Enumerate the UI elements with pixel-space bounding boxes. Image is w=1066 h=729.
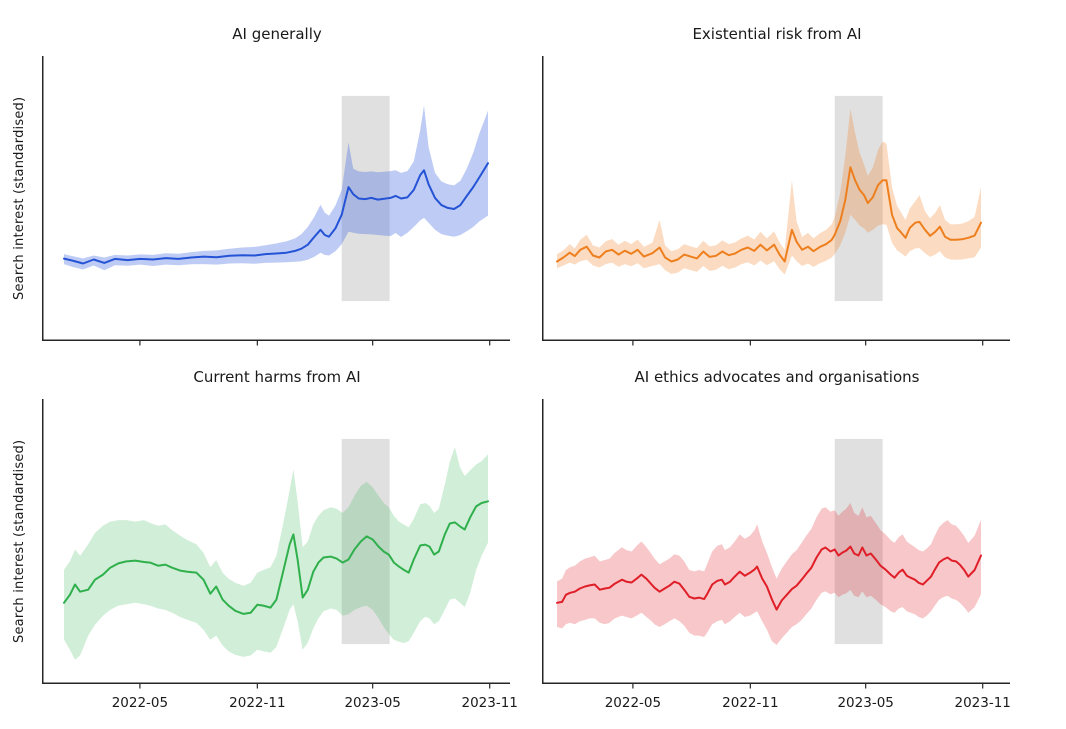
x-tick-label: 2023-05 [344, 695, 400, 711]
plot-canvas-ai-ethics-advocates: 2022-05 2022-11 2023-05 2023-11 [542, 399, 1011, 711]
plot-canvas-existential-risk [542, 56, 1010, 346]
x-tick-label: 2022-05 [112, 695, 168, 711]
x-tick-label: 2022-11 [722, 695, 778, 711]
chart-title: Existential risk from AI [692, 25, 862, 43]
highlight-band [834, 95, 883, 302]
highlight-band [341, 438, 390, 645]
trend-line [556, 166, 982, 263]
x-tick-label: 2023-11 [954, 695, 1010, 711]
x-tick-label: 2023-11 [461, 695, 517, 711]
chart-ai-ethics-advocates: AI ethics advocates and organisations 20… [542, 368, 1012, 729]
y-axis-label-top: Search interest (standardised) [12, 96, 27, 301]
chart-title: AI generally [232, 25, 322, 43]
x-tick-label: 2022-05 [605, 695, 661, 711]
x-tick-label: 2023-05 [837, 695, 893, 711]
trend-line [63, 500, 489, 615]
chart-title: Current harms from AI [193, 368, 361, 386]
confidence-band [64, 447, 488, 660]
confidence-band [64, 105, 488, 271]
chart-title: AI ethics advocates and organisations [634, 368, 920, 386]
highlight-band [834, 438, 883, 645]
x-tick-label: 2022-11 [229, 695, 285, 711]
plot-canvas-current-harms: 2022-05 2022-11 2023-05 2023-11 [42, 399, 518, 711]
plot-canvas-ai-generally [42, 56, 510, 346]
trend-line [63, 162, 489, 265]
chart-ai-generally: AI generally [42, 25, 512, 386]
trend-line [556, 545, 982, 611]
chart-existential-risk: Existential risk from AI [542, 25, 1012, 386]
y-axis-label-bottom: Search interest (standardised) [12, 439, 27, 644]
chart-current-harms: Current harms from AI 2022-05 2022-11 2023… [42, 368, 518, 729]
confidence-band [557, 503, 981, 645]
